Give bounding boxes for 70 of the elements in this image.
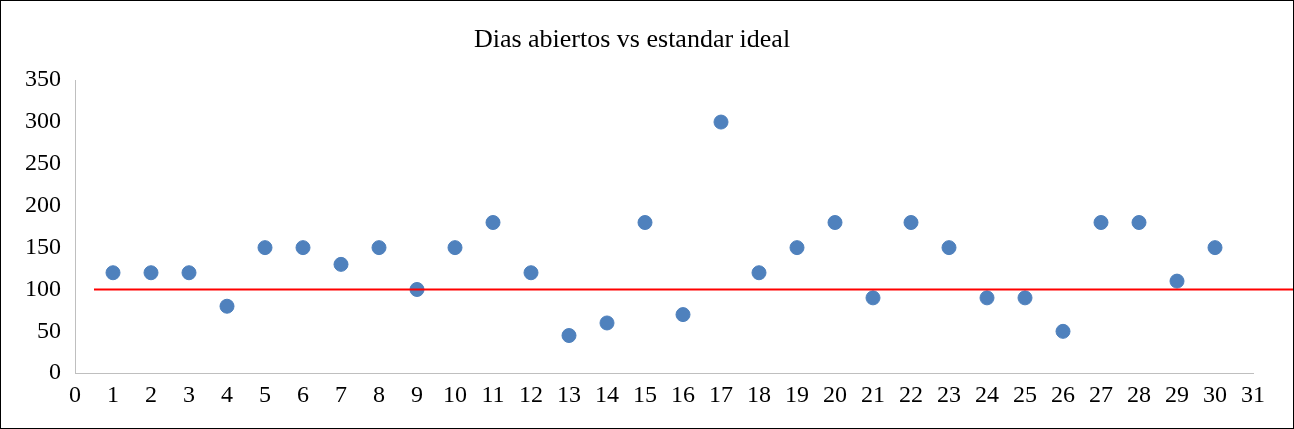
x-tick-label: 4 bbox=[221, 380, 233, 407]
x-tick-label: 5 bbox=[259, 380, 271, 407]
point bbox=[1093, 215, 1109, 231]
x-tick-label: 8 bbox=[373, 380, 385, 407]
point bbox=[903, 215, 919, 231]
point bbox=[447, 240, 463, 256]
x-tick-label: 17 bbox=[709, 380, 733, 407]
x-tick-label: 18 bbox=[747, 380, 771, 407]
point bbox=[523, 265, 539, 281]
x-tick-label: 20 bbox=[823, 380, 847, 407]
x-tick-label: 23 bbox=[937, 380, 961, 407]
point bbox=[827, 215, 843, 231]
point bbox=[941, 240, 957, 256]
y-tick-label: 300 bbox=[25, 107, 61, 134]
point bbox=[105, 265, 121, 281]
point bbox=[751, 265, 767, 281]
x-tick-label: 19 bbox=[785, 380, 809, 407]
point bbox=[295, 240, 311, 256]
point bbox=[181, 265, 197, 281]
x-tick-label: 27 bbox=[1089, 380, 1113, 407]
y-tick-label: 0 bbox=[49, 358, 61, 385]
x-tick-label: 16 bbox=[671, 380, 695, 407]
x-tick-label: 15 bbox=[633, 380, 657, 407]
x-tick-label: 0 bbox=[69, 380, 81, 407]
point bbox=[219, 298, 235, 314]
point bbox=[865, 290, 881, 306]
y-tick-label: 150 bbox=[25, 232, 61, 259]
x-tick-label: 28 bbox=[1127, 380, 1151, 407]
point bbox=[789, 240, 805, 256]
x-tick-label: 6 bbox=[297, 380, 309, 407]
point bbox=[979, 290, 995, 306]
x-tick-label: 24 bbox=[975, 380, 999, 407]
point bbox=[257, 240, 273, 256]
x-tick-label: 25 bbox=[1013, 380, 1037, 407]
point bbox=[637, 215, 653, 231]
point bbox=[333, 256, 349, 272]
y-tick-label: 200 bbox=[25, 191, 61, 218]
x-tick-label: 22 bbox=[899, 380, 923, 407]
x-tick-label: 31 bbox=[1241, 380, 1265, 407]
x-tick-label: 26 bbox=[1051, 380, 1075, 407]
x-tick-label: 2 bbox=[145, 380, 157, 407]
x-tick-label: 7 bbox=[335, 380, 347, 407]
x-tick-label: 3 bbox=[183, 380, 195, 407]
y-tick-label: 250 bbox=[25, 149, 61, 176]
point bbox=[1055, 323, 1071, 339]
x-tick-label: 14 bbox=[595, 380, 619, 407]
x-tick-label: 10 bbox=[443, 380, 467, 407]
x-tick-label: 30 bbox=[1203, 380, 1227, 407]
x-tick-label: 29 bbox=[1165, 380, 1189, 407]
chart-title: Dias abiertos vs estandar ideal bbox=[473, 24, 791, 54]
y-tick-label: 50 bbox=[37, 316, 61, 343]
point bbox=[1169, 273, 1185, 289]
y-tick-label: 100 bbox=[25, 274, 61, 301]
y-tick-label: 350 bbox=[25, 65, 61, 92]
x-tick-label: 21 bbox=[861, 380, 885, 407]
point bbox=[561, 328, 577, 344]
x-tick-label: 9 bbox=[411, 380, 423, 407]
x-tick-label: 12 bbox=[519, 380, 543, 407]
point bbox=[143, 265, 159, 281]
point bbox=[675, 307, 691, 323]
point bbox=[599, 315, 615, 331]
point bbox=[1017, 290, 1033, 306]
x-tick-label: 13 bbox=[557, 380, 581, 407]
x-tick-label: 1 bbox=[107, 380, 119, 407]
point bbox=[713, 114, 729, 130]
point bbox=[1131, 215, 1147, 231]
x-tick-label: 11 bbox=[481, 380, 505, 407]
point bbox=[485, 215, 501, 231]
point bbox=[1207, 240, 1223, 256]
point bbox=[371, 240, 387, 256]
